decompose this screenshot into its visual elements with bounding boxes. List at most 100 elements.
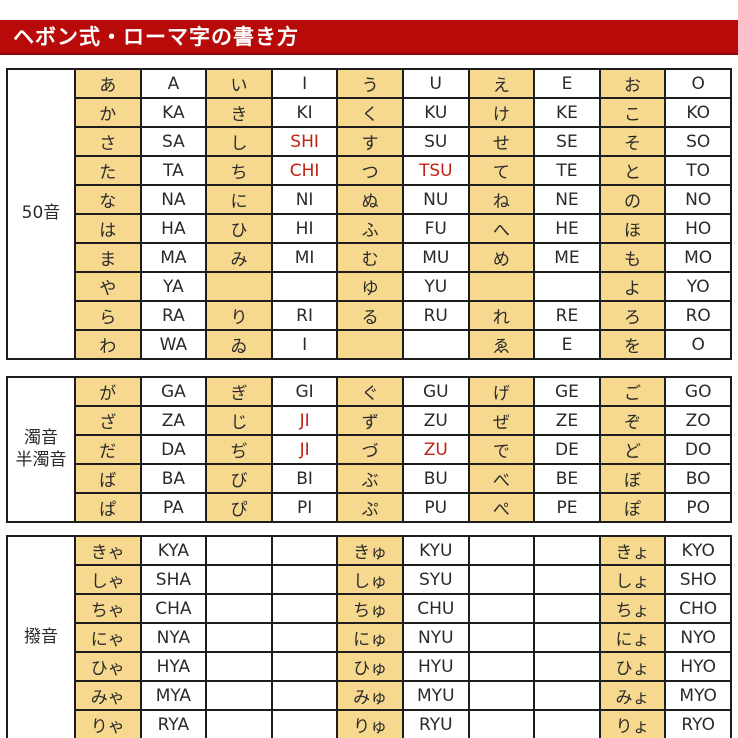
romaji-cell: NA: [139, 184, 208, 215]
table-row: な NA に NI ぬ NU ね NE の NO: [7, 184, 732, 215]
romaji-cell: TO: [664, 155, 732, 186]
kana-cell: わ: [74, 329, 142, 360]
romaji-cell: MU: [401, 242, 470, 273]
romaji-cell: [270, 651, 339, 682]
kana-cell: ぽ: [598, 492, 667, 523]
kana-cell: ゑ: [467, 329, 536, 360]
kana-cell: く: [336, 97, 404, 128]
kana-cell: [205, 680, 273, 711]
kana-cell: ぜ: [467, 405, 536, 436]
romaji-cell: [533, 271, 601, 302]
table-row: ま MA み MI む MU め ME も MO: [7, 242, 732, 273]
page-title: ヘボン式・ローマ字の書き方: [13, 25, 299, 49]
romaji-cell: NO: [664, 184, 732, 215]
kana-cell: ぴ: [205, 492, 273, 523]
kana-cell: か: [74, 97, 142, 128]
romaji-cell: TSU: [401, 155, 470, 186]
romaji-cell: SE: [533, 126, 601, 157]
romaji-cell: BU: [401, 463, 470, 494]
romaji-cell: RE: [533, 300, 601, 331]
romaji-cell: TA: [139, 155, 208, 186]
kana-cell: げ: [467, 376, 536, 407]
kana-cell: ざ: [74, 405, 142, 436]
kana-cell: ぎ: [205, 376, 273, 407]
romaji-cell: GA: [139, 376, 208, 407]
romaji-cell: [270, 593, 339, 624]
kana-cell: [205, 271, 273, 302]
table-row: ざ ZA じ JI ず ZU ぜ ZE ぞ ZO: [7, 405, 732, 436]
romaji-cell: MYU: [401, 680, 470, 711]
kana-cell: りゅ: [336, 709, 404, 738]
romaji-cell: SO: [664, 126, 732, 157]
kana-cell: れ: [467, 300, 536, 331]
kana-cell: にゃ: [74, 622, 142, 653]
romaji-cell: CHU: [401, 593, 470, 624]
romaji-cell: PU: [401, 492, 470, 523]
romaji-cell: ZA: [139, 405, 208, 436]
kana-cell: ちゃ: [74, 593, 142, 624]
romaji-cell: SU: [401, 126, 470, 157]
kana-cell: ひょ: [598, 651, 667, 682]
kana-cell: [205, 651, 273, 682]
kana-cell: が: [74, 376, 142, 407]
kana-cell: きゃ: [74, 535, 142, 566]
kana-cell: [205, 535, 273, 566]
romaji-cell: BE: [533, 463, 601, 494]
hatsuon-table: 撥音 きゃ KYA きゅ KYU きょ KYO しゃ SHA しゅ SYU しょ SHO ちゃ CHA ちゅ C…: [6, 535, 732, 738]
kana-cell: し: [205, 126, 273, 157]
romaji-cell: YA: [139, 271, 208, 302]
kana-cell: ぼ: [598, 463, 667, 494]
table-row: た TA ち CHI つ TSU て TE と TO: [7, 155, 732, 186]
romaji-cell: HYU: [401, 651, 470, 682]
kana-cell: ら: [74, 300, 142, 331]
romaji-cell: ZO: [664, 405, 732, 436]
romaji-cell: KYA: [139, 535, 208, 566]
romaji-cell: E: [533, 68, 601, 99]
table-row: ば BA び BI ぶ BU べ BE ぼ BO: [7, 463, 732, 494]
page-title-banner: ヘボン式・ローマ字の書き方: [0, 20, 738, 55]
romaji-cell: MYA: [139, 680, 208, 711]
romaji-cell: MO: [664, 242, 732, 273]
romaji-cell: HI: [270, 213, 339, 244]
group-label-hatsuon: 撥音: [6, 535, 76, 738]
romaji-cell: WA: [139, 329, 208, 360]
romaji-cell: PI: [270, 492, 339, 523]
kana-cell: りょ: [598, 709, 667, 738]
romaji-cell: JI: [270, 405, 339, 436]
romaji-cell: RYA: [139, 709, 208, 738]
romaji-cell: MYO: [664, 680, 732, 711]
table-row: ら RA り RI る RU れ RE ろ RO: [7, 300, 732, 331]
romaji-cell: GE: [533, 376, 601, 407]
kana-cell: て: [467, 155, 536, 186]
kana-cell: う: [336, 68, 404, 99]
romaji-cell: SA: [139, 126, 208, 157]
romaji-cell: RO: [664, 300, 732, 331]
kana-cell: ひゅ: [336, 651, 404, 682]
kana-cell: む: [336, 242, 404, 273]
romaji-cell: [401, 329, 470, 360]
kana-cell: す: [336, 126, 404, 157]
romaji-cell: NI: [270, 184, 339, 215]
kana-cell: [467, 680, 536, 711]
romaji-cell: SYU: [401, 564, 470, 595]
kana-cell: にょ: [598, 622, 667, 653]
kana-cell: へ: [467, 213, 536, 244]
kana-cell: [467, 709, 536, 738]
romaji-cell: [533, 680, 601, 711]
kana-cell: あ: [74, 68, 142, 99]
romaji-cell: KE: [533, 97, 601, 128]
kana-cell: ぱ: [74, 492, 142, 523]
romaji-cell: U: [401, 68, 470, 99]
romaji-cell: RI: [270, 300, 339, 331]
kana-cell: ろ: [598, 300, 667, 331]
kana-cell: な: [74, 184, 142, 215]
table-row: 濁音 半濁音が GA ぎ GI ぐ GU げ GE ご GO: [6, 376, 732, 523]
romaji-cell: KI: [270, 97, 339, 128]
romaji-cell: GI: [270, 376, 339, 407]
romaji-cell: GU: [401, 376, 470, 407]
romaji-cell: TE: [533, 155, 601, 186]
table-row: か KA き KI く KU け KE こ KO: [7, 97, 732, 128]
romaji-cell: DA: [139, 434, 208, 465]
romaji-cell: ZE: [533, 405, 601, 436]
kana-cell: ぶ: [336, 463, 404, 494]
